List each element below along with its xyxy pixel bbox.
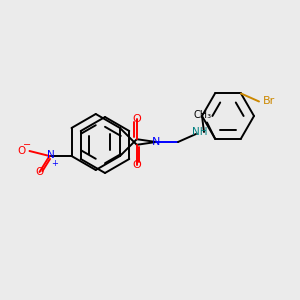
Text: NH: NH (192, 127, 208, 137)
Text: N: N (152, 137, 160, 147)
Text: N: N (46, 150, 54, 160)
Text: O: O (35, 167, 44, 177)
Text: O: O (132, 114, 141, 124)
Text: Br: Br (263, 97, 275, 106)
Text: +: + (51, 160, 58, 169)
Text: −: − (23, 140, 32, 150)
Text: CH₃: CH₃ (194, 110, 212, 119)
Text: O: O (17, 146, 26, 156)
Text: O: O (132, 160, 141, 170)
